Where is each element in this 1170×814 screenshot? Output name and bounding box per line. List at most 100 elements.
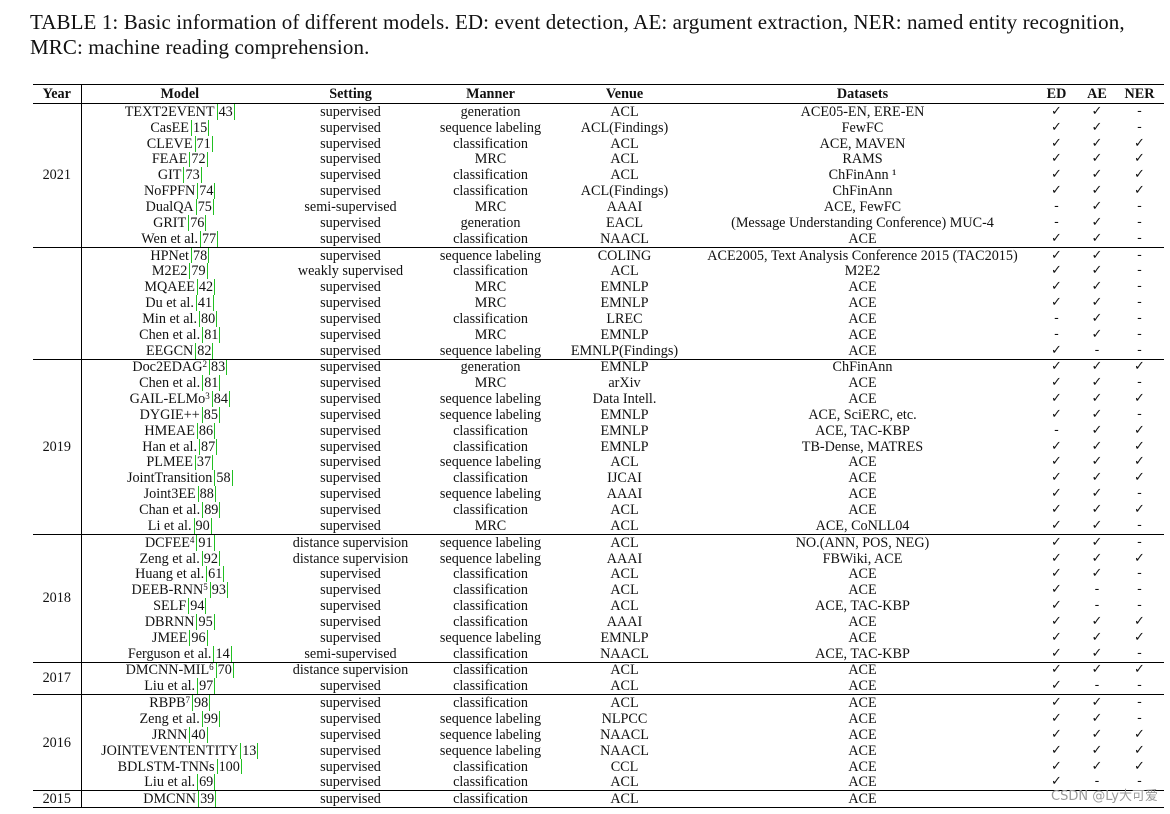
- citation-link[interactable]: 82: [195, 342, 214, 359]
- model-name: CasEE: [150, 119, 189, 136]
- model-cell: Li et al. 90: [81, 517, 278, 535]
- ed-cell: ✓: [1051, 614, 1062, 629]
- citation-link[interactable]: 88: [197, 486, 216, 503]
- citation-link[interactable]: 74: [197, 183, 216, 200]
- datasets-cell: ACE: [848, 774, 877, 791]
- citation-link[interactable]: 83: [208, 359, 228, 376]
- citation-link[interactable]: 39: [198, 791, 217, 808]
- datasets-cell: ACE, FewFC: [823, 199, 902, 215]
- citation-link[interactable]: 73: [183, 167, 202, 184]
- ae-cell: ✓: [1091, 199, 1103, 214]
- model-name: Chan et al.: [139, 502, 201, 518]
- manner-cell: classification: [423, 790, 558, 809]
- datasets-cell: ACE: [848, 758, 877, 775]
- ed-cell: ✓: [1051, 726, 1062, 742]
- citation-link[interactable]: 14: [213, 645, 232, 663]
- ner-cell: ✓: [1115, 358, 1164, 376]
- manner-cell: classification: [453, 167, 528, 184]
- model-cell: JointTransition 58: [81, 470, 278, 487]
- manner-cell: sequence labeling: [423, 246, 558, 264]
- table-row: 2017 DMCNN-MIL6 70 distance supervision clas…: [33, 661, 1164, 695]
- citation-link[interactable]: 81: [202, 375, 221, 392]
- header-venue: Venue: [605, 86, 644, 102]
- citation-link[interactable]: 76: [188, 214, 207, 231]
- datasets-cell: ACE: [848, 279, 877, 296]
- model-name: HMEAE: [144, 422, 195, 439]
- ed-cell: -: [1054, 422, 1059, 438]
- year-cell: 2018: [33, 533, 82, 663]
- table-row: Han et al. 87 supervised classification EMNL…: [33, 438, 1164, 455]
- setting-cell: supervised: [320, 151, 381, 168]
- datasets-cell: ACE: [848, 375, 877, 392]
- manner-cell: classification: [453, 230, 528, 247]
- ner-cell: ✓: [1134, 629, 1145, 645]
- citation-link[interactable]: 87: [199, 438, 218, 455]
- datasets-cell: ACE: [691, 661, 1034, 679]
- model-name: Zeng et al.: [139, 550, 200, 567]
- citation-link[interactable]: 72: [189, 151, 208, 168]
- citation-link[interactable]: 94: [188, 598, 207, 614]
- citation-link[interactable]: 81: [202, 326, 221, 343]
- citation-link[interactable]: 84: [211, 391, 230, 408]
- citation-link[interactable]: 37: [194, 454, 214, 471]
- model-name: Zeng et al.: [139, 711, 200, 727]
- venue-cell: NAACL: [600, 742, 649, 759]
- header-manner: Manner: [466, 86, 515, 102]
- citation-link[interactable]: 15: [190, 119, 210, 136]
- citation-link[interactable]: 100: [216, 758, 242, 775]
- ae-cell: ✓: [1091, 279, 1103, 295]
- citation-link[interactable]: 92: [201, 550, 220, 567]
- citation-link[interactable]: 99: [201, 711, 220, 727]
- citation-link[interactable]: 70: [215, 662, 234, 679]
- citation-link[interactable]: 91: [196, 534, 215, 551]
- citation-link[interactable]: 95: [196, 614, 215, 630]
- citation-link[interactable]: 97: [197, 678, 216, 695]
- citation-link[interactable]: 42: [196, 279, 216, 296]
- citation-link[interactable]: 89: [202, 502, 221, 518]
- citation-link[interactable]: 41: [195, 295, 215, 311]
- model-cell: DualQA 75: [81, 199, 278, 215]
- header-datasets: Datasets: [836, 86, 889, 102]
- manner-cell: classification: [453, 678, 528, 695]
- citation-link[interactable]: 79: [189, 263, 208, 280]
- table-row: JointTransition 58 supervised classificatio…: [33, 470, 1164, 487]
- ae-cell: -: [1094, 598, 1100, 614]
- model-cell: Ferguson et al. 14: [81, 645, 278, 663]
- citation-link[interactable]: 80: [199, 310, 218, 327]
- model-cell: HPNet 78: [81, 246, 278, 264]
- ner-cell: -: [1137, 119, 1142, 135]
- citation-link[interactable]: 85: [201, 407, 220, 423]
- venue-cell: NLPCC: [601, 711, 648, 727]
- ae-cell: ✓: [1091, 758, 1103, 774]
- citation-link[interactable]: 77: [200, 230, 219, 248]
- datasets-cell: ACE: [848, 391, 877, 408]
- manner-cell: MRC: [474, 517, 507, 534]
- setting-cell: supervised: [278, 246, 423, 264]
- citation-link[interactable]: 69: [197, 774, 216, 791]
- citation-link[interactable]: 96: [189, 629, 208, 646]
- citation-link[interactable]: 93: [209, 582, 228, 599]
- ae-cell: ✓: [1091, 375, 1103, 391]
- manner-cell: classification: [423, 694, 558, 712]
- citation-link[interactable]: 78: [190, 247, 210, 264]
- model-name: GIT: [157, 167, 182, 184]
- model-name: Li et al.: [147, 517, 192, 534]
- manner-cell: classification: [453, 598, 528, 614]
- ed-cell: -: [1054, 310, 1059, 326]
- citation-link[interactable]: 61: [206, 566, 225, 583]
- table-row: Wen et al. 77 supervised classification NAAC…: [33, 230, 1164, 248]
- model-name: Joint3EE: [143, 486, 196, 503]
- citation-link[interactable]: 86: [196, 422, 216, 439]
- citation-link[interactable]: 90: [193, 517, 212, 535]
- citation-link[interactable]: 75: [195, 199, 214, 215]
- ae-cell: ✓: [1091, 470, 1103, 486]
- citation-link[interactable]: 71: [194, 135, 213, 152]
- citation-link[interactable]: 58: [214, 470, 233, 487]
- manner-cell: classification: [453, 774, 528, 791]
- citation-link[interactable]: 43: [216, 103, 235, 120]
- model-cell: Zeng et al. 92: [81, 550, 278, 567]
- ner-cell: ✓: [1134, 438, 1145, 454]
- citation-link[interactable]: 98: [192, 695, 211, 712]
- citation-link[interactable]: 13: [240, 742, 259, 759]
- citation-link[interactable]: 40: [189, 726, 208, 743]
